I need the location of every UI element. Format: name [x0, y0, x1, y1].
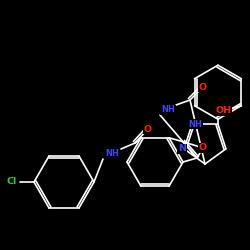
Text: NH: NH — [188, 120, 202, 129]
Text: O: O — [199, 144, 207, 152]
Text: OH: OH — [215, 106, 232, 115]
Text: O: O — [199, 82, 207, 92]
Text: NH: NH — [161, 106, 175, 114]
Text: NH: NH — [105, 150, 119, 158]
Text: O: O — [144, 124, 152, 134]
Text: N: N — [178, 144, 186, 153]
Text: Cl: Cl — [7, 178, 17, 186]
